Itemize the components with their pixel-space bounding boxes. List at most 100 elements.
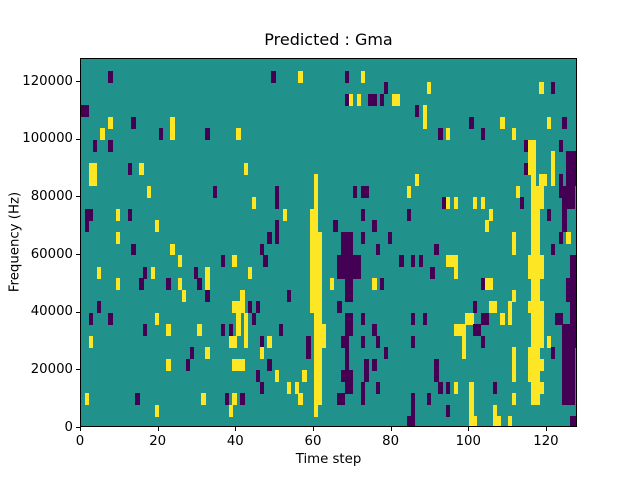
heatmap-cell — [492, 301, 497, 314]
heatmap-cell — [310, 255, 315, 267]
heatmap-cell — [298, 70, 303, 83]
heatmap-cell — [232, 358, 237, 371]
heatmap-cell — [562, 220, 567, 233]
heatmap-cell — [391, 93, 396, 106]
heatmap-cell — [360, 70, 365, 83]
heatmap-cell — [570, 393, 575, 406]
heatmap-cell — [213, 185, 218, 198]
heatmap-cell — [240, 289, 245, 302]
heatmap-cell — [84, 105, 90, 118]
heatmap-cell — [341, 255, 346, 267]
heatmap-cell — [550, 174, 556, 187]
heatmap-cell — [317, 312, 323, 325]
x-tick-label: 20 — [149, 434, 167, 449]
heatmap-cell — [333, 220, 338, 233]
heatmap-cell — [279, 324, 284, 337]
y-tick-label: 60000 — [30, 246, 73, 262]
heatmap-cell — [566, 358, 571, 371]
heatmap-cell — [523, 162, 528, 175]
heatmap-cell — [574, 416, 576, 426]
heatmap-cell — [511, 370, 517, 383]
heatmap-cell — [570, 347, 575, 360]
heatmap-cell — [329, 278, 334, 291]
heatmap-cell — [317, 393, 323, 406]
heatmap-cell — [554, 312, 560, 325]
heatmap-cell — [395, 93, 400, 106]
heatmap-cell — [480, 197, 486, 210]
heatmap-cell — [139, 278, 144, 291]
heatmap-cell — [166, 324, 171, 337]
heatmap-cell — [348, 312, 354, 325]
heatmap-cell — [286, 381, 292, 394]
heatmap-cell — [259, 381, 264, 394]
heatmap-cell — [566, 174, 571, 187]
heatmap-cell — [411, 393, 416, 406]
heatmap-cell — [535, 301, 540, 314]
heatmap-cell — [341, 335, 346, 348]
heatmap-cell — [531, 289, 536, 302]
heatmap-cell — [453, 381, 459, 394]
heatmap-cell — [360, 231, 365, 244]
heatmap-cell — [411, 404, 416, 417]
heatmap-cell — [570, 197, 575, 210]
heatmap-cell — [267, 358, 272, 371]
heatmap-cell — [414, 105, 420, 118]
heatmap-cell — [313, 335, 319, 348]
heatmap-cell — [535, 347, 540, 360]
heatmap-cell — [251, 197, 257, 210]
heatmap-cell — [562, 358, 567, 371]
heatmap-cell — [317, 370, 323, 383]
heatmap-cell — [228, 404, 233, 417]
heatmap-cell — [531, 220, 536, 233]
heatmap-cell — [546, 335, 552, 348]
heatmap-cell — [531, 312, 536, 325]
heatmap-cell — [364, 185, 369, 198]
heatmap-cell — [457, 324, 462, 337]
heatmap-cell — [345, 370, 350, 383]
heatmap-cell — [511, 358, 517, 371]
heatmap-cell — [348, 266, 354, 279]
heatmap-cell — [411, 335, 416, 348]
heatmap-cell — [205, 278, 210, 291]
heatmap-cell — [131, 243, 136, 256]
heatmap-cell — [376, 243, 381, 256]
y-tick-mark — [76, 369, 80, 371]
heatmap-cell — [469, 393, 474, 406]
heatmap-cell — [108, 139, 113, 152]
heatmap-cell — [220, 324, 226, 337]
heatmap-cell — [147, 185, 152, 198]
heatmap-cell — [484, 278, 490, 291]
heatmap-cell — [244, 335, 249, 348]
x-axis-label: Time step — [295, 452, 362, 467]
heatmap-cell — [337, 266, 342, 279]
heatmap-cell — [438, 128, 443, 141]
heatmap-cell — [127, 162, 132, 175]
heatmap-cell — [488, 301, 494, 314]
heatmap-cell — [511, 128, 517, 141]
heatmap-cell — [337, 393, 342, 406]
heatmap-cell — [469, 416, 474, 426]
heatmap-cell — [570, 416, 575, 426]
heatmap-cell — [539, 381, 544, 394]
heatmap-cell — [531, 358, 536, 371]
heatmap-cell — [550, 162, 556, 175]
heatmap-cell — [535, 278, 540, 291]
heatmap-cell — [313, 255, 319, 267]
heatmap-cell — [232, 393, 237, 406]
heatmap-cell — [341, 231, 346, 244]
heatmap-cell — [477, 324, 482, 337]
heatmap-cell — [337, 255, 342, 267]
heatmap-cell — [480, 312, 486, 325]
heatmap-cell — [539, 358, 544, 371]
heatmap-cell — [306, 335, 311, 348]
heatmap-cell — [500, 312, 505, 325]
heatmap-cell — [570, 185, 575, 198]
heatmap-cell — [348, 231, 354, 244]
heatmap-cell — [88, 162, 94, 175]
heatmap-cell — [317, 243, 323, 256]
heatmap-cell — [108, 70, 113, 83]
heatmap-cell — [267, 231, 272, 244]
heatmap-cell — [566, 393, 571, 406]
y-tick-label: 100000 — [22, 131, 73, 147]
